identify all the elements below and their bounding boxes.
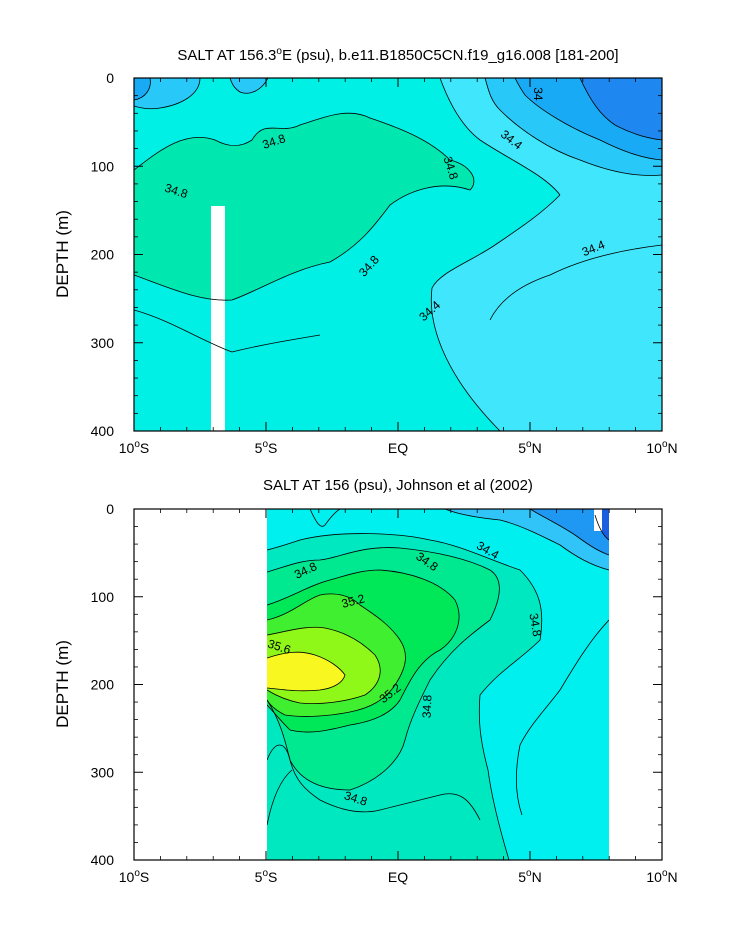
x-tick-label: 10oS xyxy=(119,868,149,885)
y-tick-label: 100 xyxy=(91,589,115,605)
y-tick-label: 400 xyxy=(91,423,115,439)
x-tick-label: 5oN xyxy=(518,868,541,885)
contour-lines xyxy=(267,509,609,860)
y-tick-label: 0 xyxy=(106,501,114,517)
chart-title: SALT AT 156.3oE (psu), b.e11.B1850C5CN.f… xyxy=(177,46,618,64)
y-tick-label: 300 xyxy=(91,335,115,351)
x-tick-label: 5oS xyxy=(255,439,278,456)
missing-data-column xyxy=(211,206,225,431)
axes: 10oS 5oS EQ 5oN 10oN 0 100 200 300 400 xyxy=(91,70,678,456)
contour-label: 34.8 xyxy=(526,612,544,638)
y-tick-label: 100 xyxy=(91,158,115,174)
chart-title: SALT AT 156 (psu), Johnson et al (2002) xyxy=(263,477,533,494)
contour-lines xyxy=(134,78,662,431)
contour-label: 34.8 xyxy=(441,155,462,182)
observed-salinity-panel: SALT AT 156 (psu), Johnson et al (2002) xyxy=(53,477,678,885)
x-tick-label: 5oS xyxy=(255,868,278,885)
model-salinity-panel: SALT AT 156.3oE (psu), b.e11.B1850C5CN.f… xyxy=(53,46,678,456)
y-tick-label: 0 xyxy=(106,70,114,86)
y-tick-label: 200 xyxy=(91,247,115,263)
salinity-filled-contours xyxy=(134,78,662,431)
y-tick-label: 400 xyxy=(91,852,115,868)
x-tick-label: EQ xyxy=(388,440,408,456)
contour-label: 34.8 xyxy=(420,694,435,718)
axes: 10oS 5oS EQ 5oN 10oN 0 100 200 300 400 xyxy=(91,501,678,885)
contour-label: 35.2 xyxy=(340,591,366,611)
x-tick-label: 10oN xyxy=(646,439,677,456)
x-tick-label: EQ xyxy=(388,869,408,885)
x-tick-label: 10oN xyxy=(646,868,677,885)
y-tick-label: 200 xyxy=(91,677,115,693)
y-axis-label: DEPTH (m) xyxy=(53,210,72,298)
contour-label: 35.6 xyxy=(266,637,293,658)
x-tick-label: 5oN xyxy=(518,439,541,456)
contour-label: 34.8 xyxy=(342,788,369,809)
contour-label: 34.8 xyxy=(163,181,190,202)
contour-label: 34.8 xyxy=(261,131,288,152)
x-tick-label: 10oS xyxy=(119,439,149,456)
y-tick-label: 300 xyxy=(91,764,115,780)
contour-label: 34 xyxy=(531,87,545,101)
y-axis-label: DEPTH (m) xyxy=(53,640,72,728)
